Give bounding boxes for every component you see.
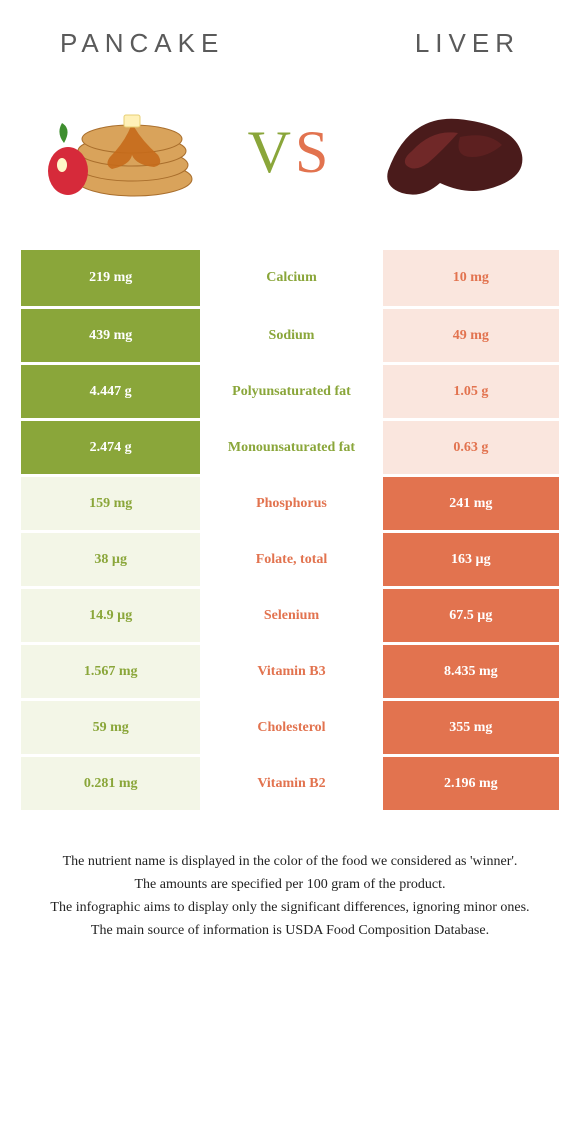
- right-value: 10 mg: [380, 250, 559, 306]
- note-line: The infographic aims to display only the…: [28, 897, 552, 918]
- right-value: 67.5 µg: [380, 589, 559, 642]
- pancake-image: [42, 93, 212, 211]
- right-value: 0.63 g: [380, 421, 559, 474]
- table-row: 159 mgPhosphorus241 mg: [21, 474, 559, 530]
- left-value: 1.567 mg: [21, 645, 200, 698]
- left-value: 59 mg: [21, 701, 200, 754]
- comparison-table: 219 mgCalcium10 mg439 mgSodium49 mg4.447…: [20, 249, 560, 811]
- right-value: 1.05 g: [380, 365, 559, 418]
- vs-label: VS: [248, 118, 333, 187]
- right-value: 163 µg: [380, 533, 559, 586]
- hero-row: VS: [0, 77, 580, 237]
- nutrient-label: Selenium: [200, 589, 379, 642]
- left-value: 38 µg: [21, 533, 200, 586]
- nutrient-label: Polyunsaturated fat: [200, 365, 379, 418]
- note-line: The nutrient name is displayed in the co…: [28, 851, 552, 872]
- nutrient-label: Folate, total: [200, 533, 379, 586]
- nutrient-label: Calcium: [200, 250, 379, 306]
- table-row: 0.281 mgVitamin B22.196 mg: [21, 754, 559, 810]
- table-row: 38 µgFolate, total163 µg: [21, 530, 559, 586]
- footer-notes: The nutrient name is displayed in the co…: [28, 851, 552, 941]
- note-line: The amounts are specified per 100 gram o…: [28, 874, 552, 895]
- table-row: 1.567 mgVitamin B38.435 mg: [21, 642, 559, 698]
- right-value: 355 mg: [380, 701, 559, 754]
- table-row: 219 mgCalcium10 mg: [21, 250, 559, 306]
- nutrient-label: Monounsaturated fat: [200, 421, 379, 474]
- nutrient-label: Vitamin B3: [200, 645, 379, 698]
- left-value: 4.447 g: [21, 365, 200, 418]
- right-value: 241 mg: [380, 477, 559, 530]
- note-line: The main source of information is USDA F…: [28, 920, 552, 941]
- left-value: 439 mg: [21, 309, 200, 362]
- nutrient-label: Sodium: [200, 309, 379, 362]
- title-right: LIVER: [415, 28, 520, 59]
- left-value: 2.474 g: [21, 421, 200, 474]
- right-value: 49 mg: [380, 309, 559, 362]
- right-value: 8.435 mg: [380, 645, 559, 698]
- table-row: 439 mgSodium49 mg: [21, 306, 559, 362]
- nutrient-label: Phosphorus: [200, 477, 379, 530]
- left-value: 0.281 mg: [21, 757, 200, 810]
- nutrient-label: Vitamin B2: [200, 757, 379, 810]
- left-value: 14.9 µg: [21, 589, 200, 642]
- title-left: PANCAKE: [60, 28, 224, 59]
- table-row: 2.474 gMonounsaturated fat0.63 g: [21, 418, 559, 474]
- right-value: 2.196 mg: [380, 757, 559, 810]
- nutrient-label: Cholesterol: [200, 701, 379, 754]
- table-row: 4.447 gPolyunsaturated fat1.05 g: [21, 362, 559, 418]
- left-value: 219 mg: [21, 250, 200, 306]
- vs-s: S: [295, 119, 332, 185]
- liver-image: [368, 93, 538, 211]
- table-row: 14.9 µgSelenium67.5 µg: [21, 586, 559, 642]
- vs-v: V: [248, 119, 295, 185]
- table-row: 59 mgCholesterol355 mg: [21, 698, 559, 754]
- left-value: 159 mg: [21, 477, 200, 530]
